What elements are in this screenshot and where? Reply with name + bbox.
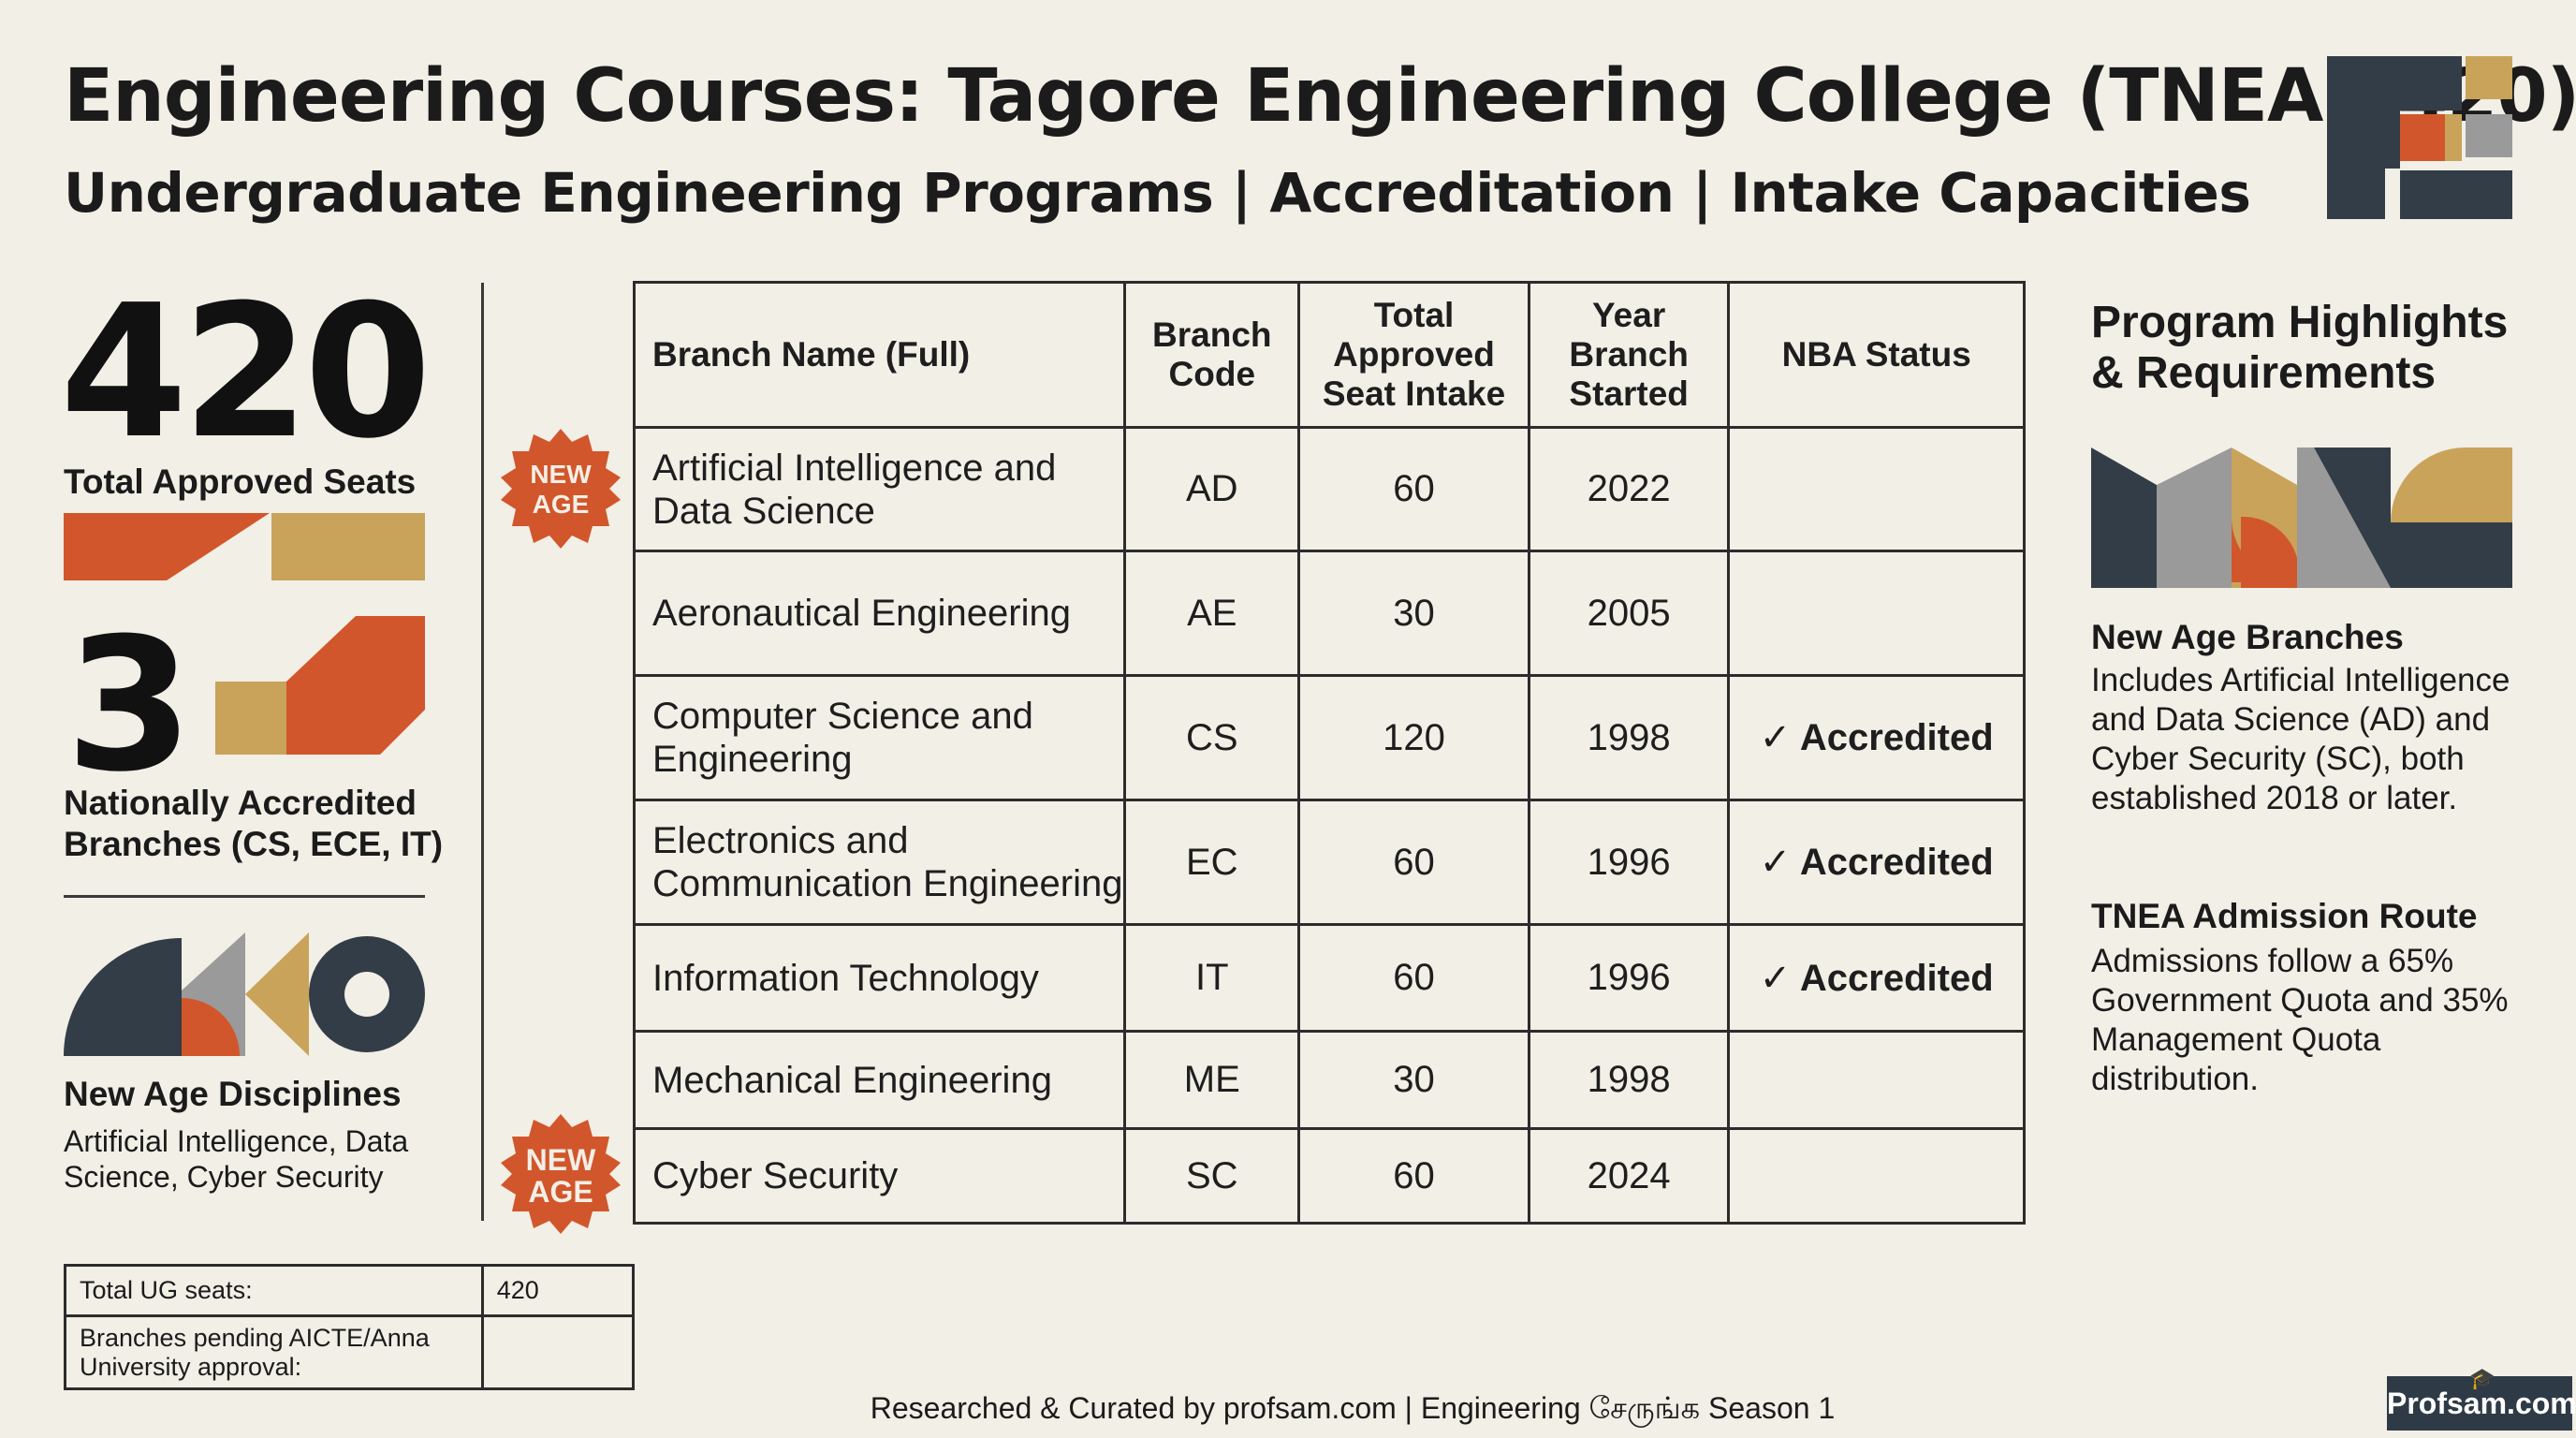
branch-code-cell: AD xyxy=(1123,426,1301,552)
summary-row: Branches pending AICTE/Anna University a… xyxy=(64,1314,636,1390)
branch-name-cell: Computer Science and Engineering xyxy=(632,674,1127,801)
table-row: Cyber Security SC 60 2024 xyxy=(632,1127,2026,1225)
header-nba-status: NBA Status xyxy=(1727,281,2026,429)
new-age-disciplines-title: New Age Disciplines xyxy=(64,1075,402,1113)
brand-name: Profsam.com xyxy=(2387,1387,2576,1420)
table-row: Electronics and Communication Engineerin… xyxy=(632,799,2026,926)
decorative-shape-graphic xyxy=(215,616,425,755)
branches-table: Branch Name (Full) Branch Code Total App… xyxy=(632,281,2026,1225)
branch-code-cell: IT xyxy=(1123,923,1301,1033)
accredited-branches-label: Nationally Accredited Branches (CS, ECE,… xyxy=(64,784,444,863)
admission-route-text: Admissions follow a 65% Government Quota… xyxy=(2091,943,2509,1097)
header-branch-code: Branch Code xyxy=(1123,281,1301,429)
decorative-shapes-graphic xyxy=(64,932,425,1056)
badge-text-line2: AGE xyxy=(533,490,590,519)
year-started-cell: 2022 xyxy=(1527,426,1731,552)
seat-intake-cell: 30 xyxy=(1297,1030,1530,1130)
total-seats-value: 420 xyxy=(60,266,432,479)
branch-name-cell: Aeronautical Engineering xyxy=(632,550,1127,677)
branch-code-cell: CS xyxy=(1123,674,1301,801)
nba-status-cell: ✓ Accredited xyxy=(1727,799,2026,926)
seat-intake-cell: 60 xyxy=(1297,426,1530,552)
summary-row: Total UG seats: 420 xyxy=(64,1264,636,1317)
seat-intake-cell: 60 xyxy=(1297,923,1530,1033)
total-seats-label: Total Approved Seats xyxy=(64,462,417,501)
highlights-title: Program Highlights & Requirements xyxy=(2091,298,2509,398)
branch-code-cell: ME xyxy=(1123,1030,1301,1130)
nba-status-cell xyxy=(1727,1127,2026,1225)
branch-name-cell: Cyber Security xyxy=(632,1127,1127,1225)
vertical-divider xyxy=(481,283,484,1221)
seat-intake-cell: 120 xyxy=(1297,674,1530,801)
branch-name-cell: Electronics and Communication Engineerin… xyxy=(632,799,1127,926)
branch-name-cell: Information Technology xyxy=(632,923,1127,1033)
year-started-cell: 1998 xyxy=(1527,1030,1731,1130)
nba-status-cell xyxy=(1727,550,2026,677)
new-age-disciplines-text: Artificial Intelligence, Data Science, C… xyxy=(64,1124,409,1194)
branch-name-cell: Mechanical Engineering xyxy=(632,1030,1127,1130)
graduation-cap-icon: 🎓 xyxy=(2469,1367,2496,1390)
seat-intake-cell: 60 xyxy=(1297,799,1530,926)
seat-intake-cell: 60 xyxy=(1297,1127,1530,1225)
new-age-branches-text: Includes Artificial Intelligence and Dat… xyxy=(2091,662,2510,816)
branch-code-cell: SC xyxy=(1123,1127,1301,1225)
year-started-cell: 2005 xyxy=(1527,550,1731,677)
admission-route-heading: TNEA Admission Route xyxy=(2091,897,2478,935)
summary-label: Branches pending AICTE/Anna University a… xyxy=(64,1314,484,1390)
decorative-bar-graphic xyxy=(64,513,425,580)
footer-credit: Researched & Curated by profsam.com | En… xyxy=(0,1391,2576,1430)
footer-text: Researched & Curated by profsam.com | En… xyxy=(870,1391,1836,1425)
seat-intake-cell: 30 xyxy=(1297,550,1530,677)
table-row: Aeronautical Engineering AE 30 2005 xyxy=(632,550,2026,677)
badge-text-line2: AGE xyxy=(528,1175,593,1209)
badge-text-line1: NEW xyxy=(526,1143,596,1177)
summary-label: Total UG seats: xyxy=(64,1264,484,1317)
header-seat-intake: Total Approved Seat Intake xyxy=(1297,281,1530,429)
page-title: Engineering Courses: Tagore Engineering … xyxy=(64,54,2576,139)
nba-status-cell xyxy=(1727,426,2026,552)
nba-status-cell: ✓ Accredited xyxy=(1727,674,2026,801)
table-row: Mechanical Engineering ME 30 1998 xyxy=(632,1030,2026,1130)
table-row: Information Technology IT 60 1996 ✓ Accr… xyxy=(632,923,2026,1033)
year-started-cell: 1998 xyxy=(1527,674,1731,801)
accredited-count-value: 3 xyxy=(66,599,194,813)
new-age-badge-icon: NEW AGE xyxy=(501,1114,621,1234)
divider xyxy=(64,895,425,898)
nba-status-cell: ✓ Accredited xyxy=(1727,923,2026,1033)
summary-table: Total UG seats: 420 Branches pending AIC… xyxy=(64,1264,636,1390)
new-age-branches-heading: New Age Branches xyxy=(2091,618,2404,656)
badge-text-line1: NEW xyxy=(530,460,592,489)
geometric-logo-icon xyxy=(2327,56,2512,219)
table-header-row: Branch Name (Full) Branch Code Total App… xyxy=(632,281,2026,429)
summary-value xyxy=(480,1314,636,1390)
page-subtitle: Undergraduate Engineering Programs | Acc… xyxy=(64,161,2251,225)
branch-name-cell: Artificial Intelligence and Data Science xyxy=(632,426,1127,552)
table-row: Artificial Intelligence and Data Science… xyxy=(632,426,2026,552)
brand-badge[interactable]: 🎓 Profsam.com xyxy=(2387,1369,2576,1431)
year-started-cell: 1996 xyxy=(1527,799,1731,926)
year-started-cell: 2024 xyxy=(1527,1127,1731,1225)
summary-value: 420 xyxy=(480,1264,636,1317)
branch-code-cell: EC xyxy=(1123,799,1301,926)
branch-code-cell: AE xyxy=(1123,550,1301,677)
nba-status-cell xyxy=(1727,1030,2026,1130)
table-row: Computer Science and Engineering CS 120 … xyxy=(632,674,2026,801)
header-year-started: Year Branch Started xyxy=(1527,281,1731,429)
header-branch-name: Branch Name (Full) xyxy=(632,281,1127,429)
new-age-badge-icon: NEW AGE xyxy=(501,429,621,549)
decorative-shapes-graphic xyxy=(2091,448,2512,588)
year-started-cell: 1996 xyxy=(1527,923,1731,1033)
